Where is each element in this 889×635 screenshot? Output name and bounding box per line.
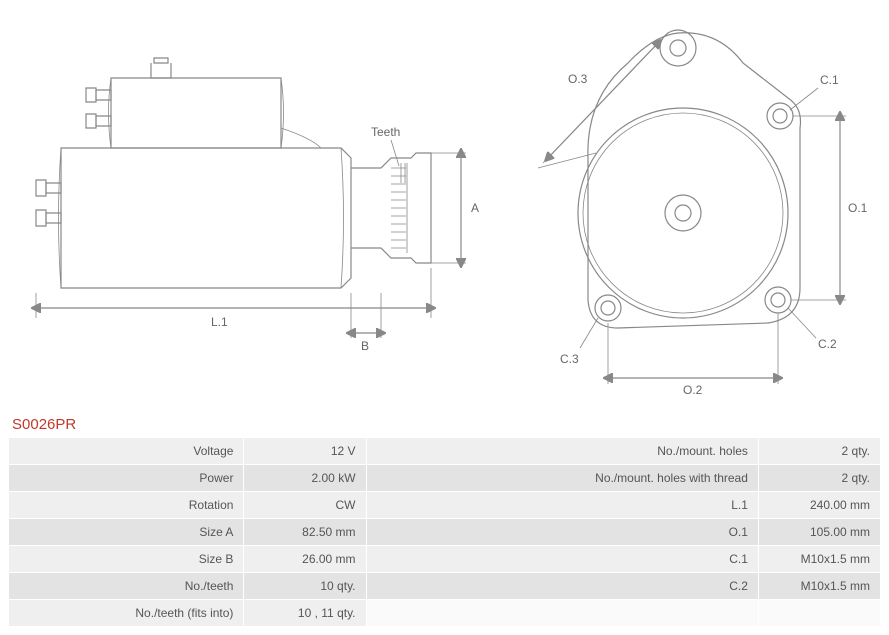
dim-label-A: A bbox=[471, 201, 479, 215]
dim-label-C2: C.2 bbox=[818, 337, 837, 351]
spec-value: 2 qty. bbox=[758, 438, 880, 465]
spec-value: 10 qty. bbox=[244, 573, 366, 600]
dim-label-C3: C.3 bbox=[560, 352, 579, 366]
table-row: Power2.00 kWNo./mount. holes with thread… bbox=[9, 465, 881, 492]
table-row: RotationCWL.1240.00 mm bbox=[9, 492, 881, 519]
label-teeth: Teeth bbox=[371, 125, 400, 139]
spec-label: No./teeth bbox=[9, 573, 244, 600]
spec-label: Rotation bbox=[9, 492, 244, 519]
part-number: S0026PR bbox=[12, 416, 881, 433]
spec-label: O.1 bbox=[366, 519, 758, 546]
side-view-drawing: Teeth A B L.1 bbox=[11, 8, 491, 408]
dim-label-B: B bbox=[361, 339, 369, 353]
spec-value: CW bbox=[244, 492, 366, 519]
table-row: No./teeth (fits into)10 , 11 qty. bbox=[9, 600, 881, 627]
dim-label-O1: O.1 bbox=[848, 201, 868, 215]
front-view-drawing: O.3 C.1 O.1 C.2 C.3 O.2 bbox=[498, 8, 878, 408]
table-row: Size A82.50 mmO.1105.00 mm bbox=[9, 519, 881, 546]
spec-label: No./mount. holes with thread bbox=[366, 465, 758, 492]
spec-value: 12 V bbox=[244, 438, 366, 465]
table-row: Size B26.00 mmC.1M10x1.5 mm bbox=[9, 546, 881, 573]
dim-label-L1: L.1 bbox=[211, 315, 228, 329]
spec-label bbox=[366, 600, 758, 627]
spec-value: 82.50 mm bbox=[244, 519, 366, 546]
table-row: No./teeth10 qty.C.2M10x1.5 mm bbox=[9, 573, 881, 600]
spec-label: No./mount. holes bbox=[366, 438, 758, 465]
spec-label: Size B bbox=[9, 546, 244, 573]
spec-label: Size A bbox=[9, 519, 244, 546]
spec-label: C.2 bbox=[366, 573, 758, 600]
spec-value: 10 , 11 qty. bbox=[244, 600, 366, 627]
spec-value bbox=[758, 600, 880, 627]
spec-value: 105.00 mm bbox=[758, 519, 880, 546]
spec-label: C.1 bbox=[366, 546, 758, 573]
spec-value: M10x1.5 mm bbox=[758, 546, 880, 573]
dim-label-O2: O.2 bbox=[683, 383, 703, 397]
table-row: Voltage12 VNo./mount. holes2 qty. bbox=[9, 438, 881, 465]
spec-value: 2.00 kW bbox=[244, 465, 366, 492]
diagram-area: Teeth A B L.1 bbox=[8, 8, 881, 408]
spec-label: Voltage bbox=[9, 438, 244, 465]
spec-label: No./teeth (fits into) bbox=[9, 600, 244, 627]
spec-value: M10x1.5 mm bbox=[758, 573, 880, 600]
spec-value: 26.00 mm bbox=[244, 546, 366, 573]
specifications-table: Voltage12 VNo./mount. holes2 qty.Power2.… bbox=[8, 437, 881, 627]
spec-label: L.1 bbox=[366, 492, 758, 519]
dim-label-C1: C.1 bbox=[820, 73, 839, 87]
dim-label-O3: O.3 bbox=[568, 72, 588, 86]
spec-value: 240.00 mm bbox=[758, 492, 880, 519]
spec-value: 2 qty. bbox=[758, 465, 880, 492]
spec-label: Power bbox=[9, 465, 244, 492]
